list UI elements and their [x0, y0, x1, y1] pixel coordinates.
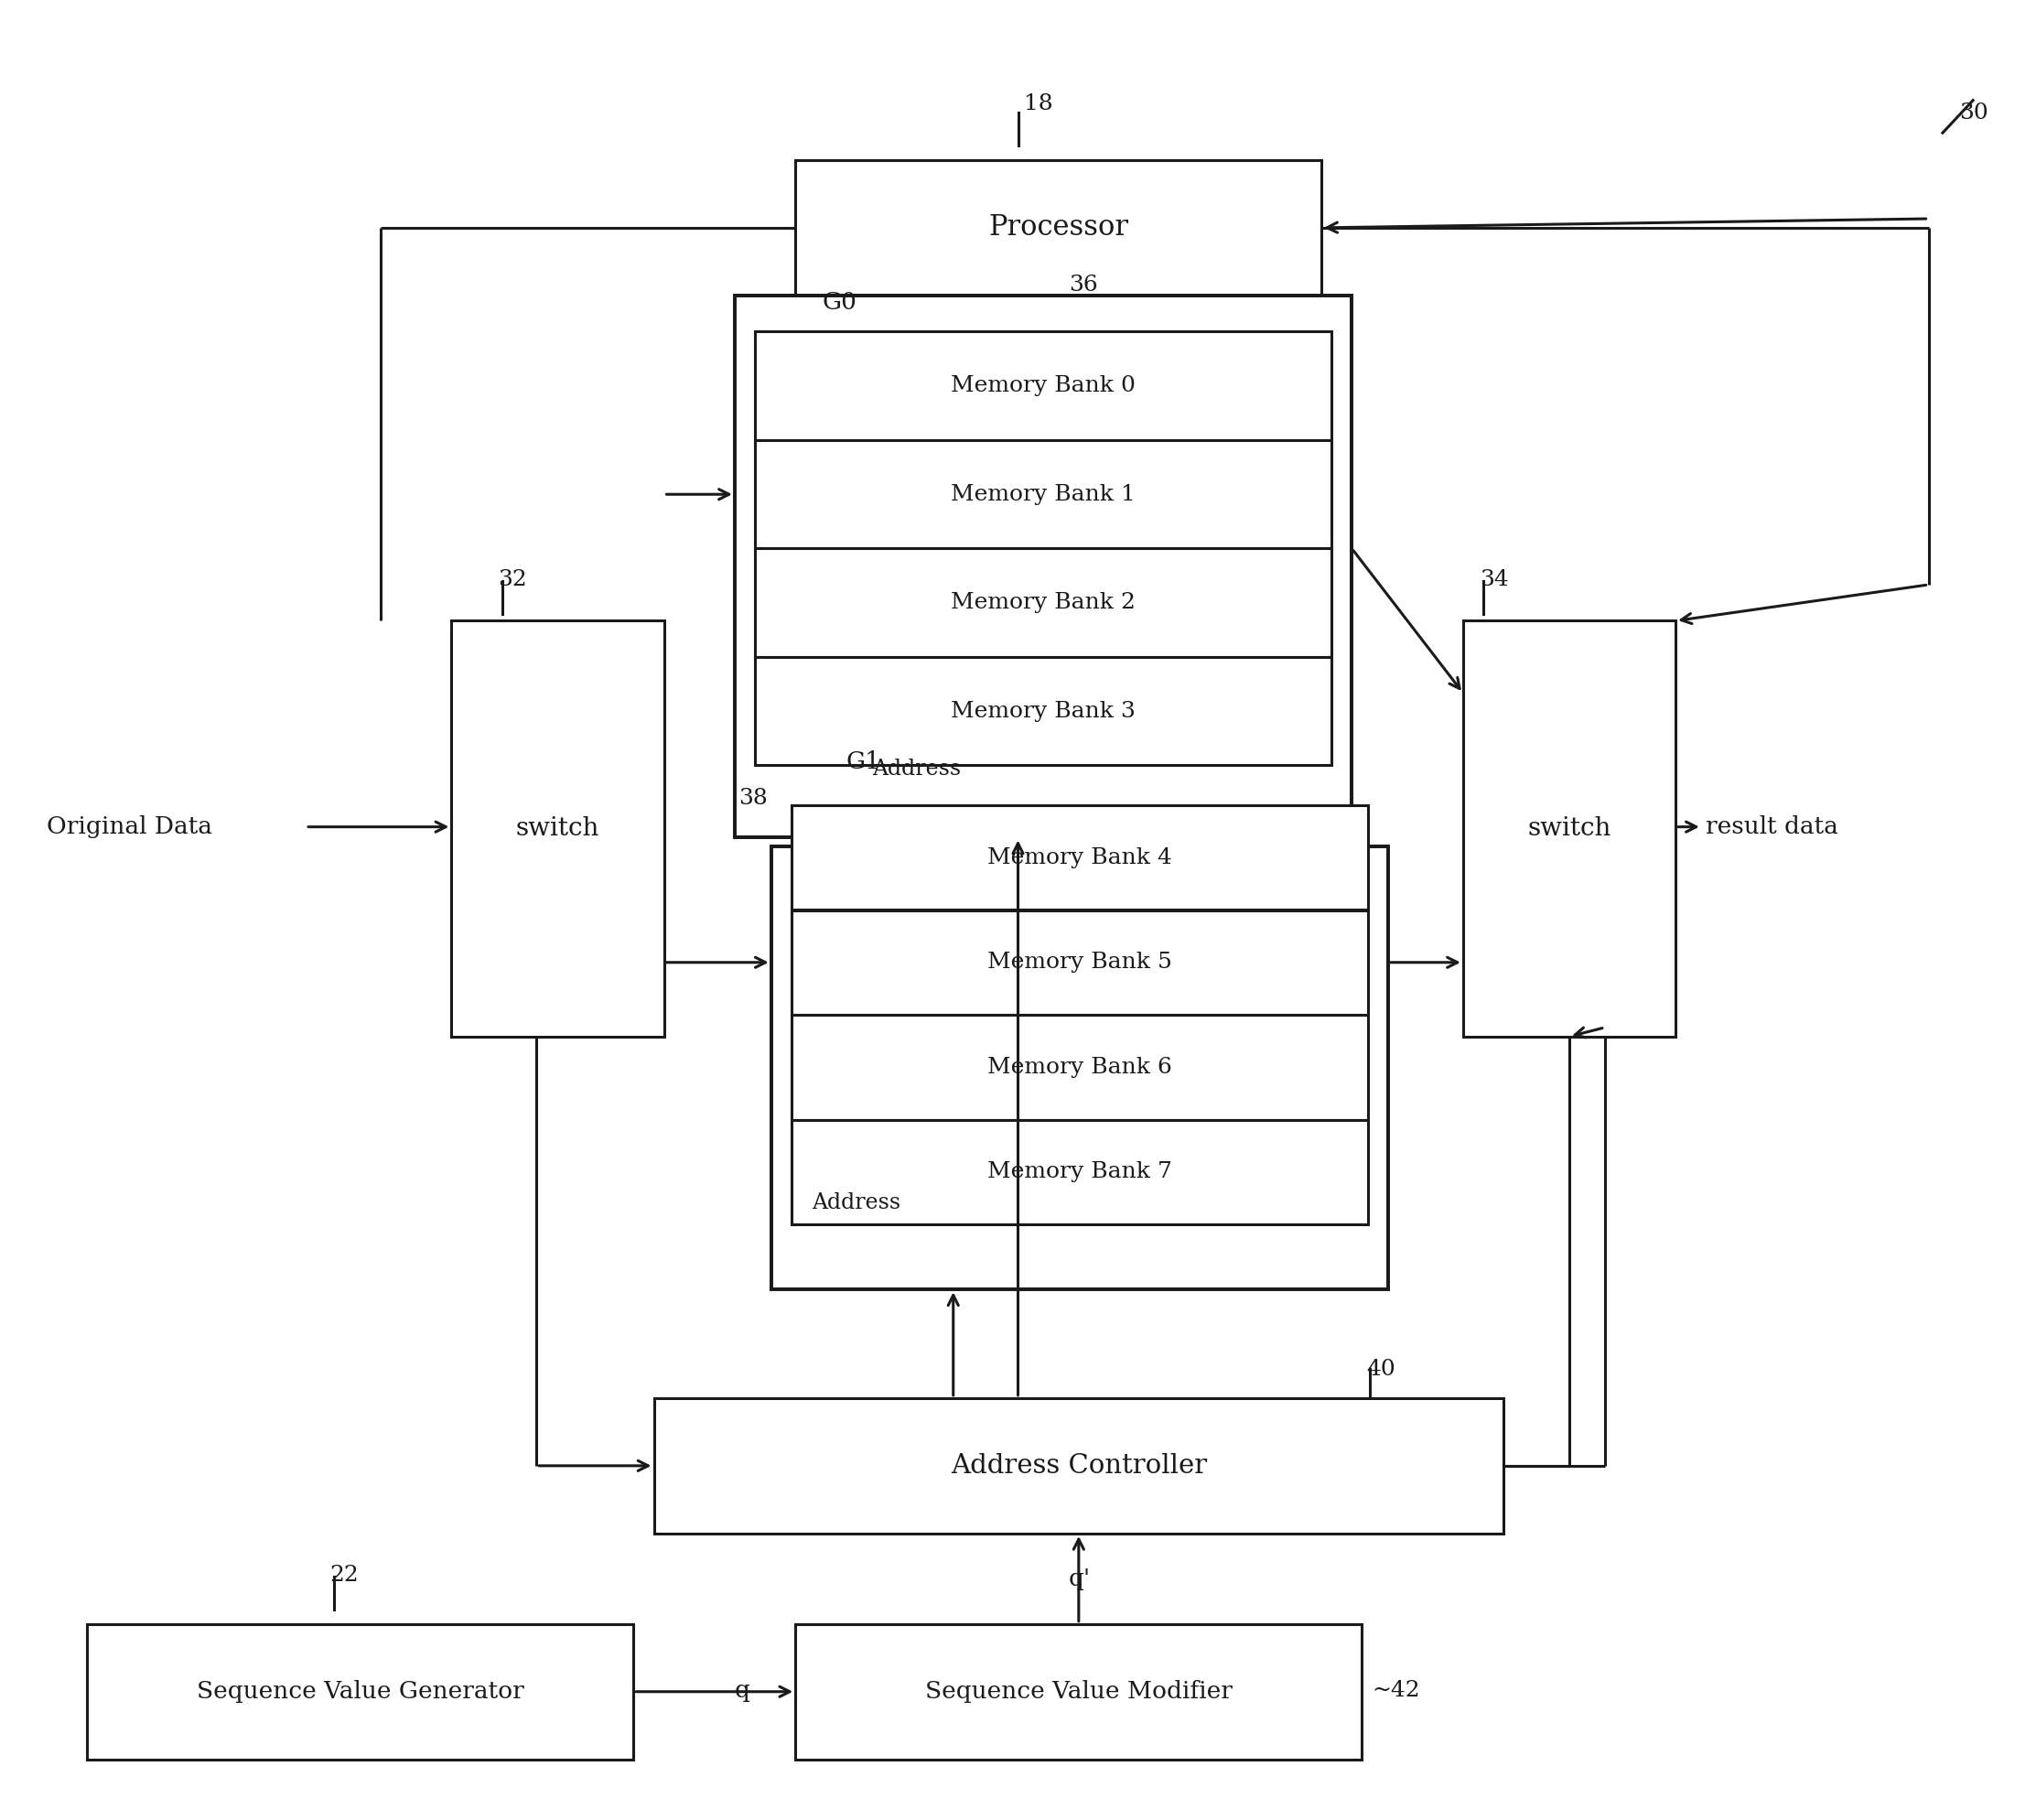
Text: Memory Bank 1: Memory Bank 1: [951, 484, 1136, 504]
Text: Address: Address: [871, 759, 961, 779]
Text: Memory Bank 6: Memory Bank 6: [987, 1057, 1173, 1077]
Text: Memory Bank 7: Memory Bank 7: [987, 1161, 1173, 1183]
Text: Address: Address: [812, 1192, 900, 1214]
Text: Memory Bank 0: Memory Bank 0: [951, 375, 1136, 397]
Bar: [796, 160, 1321, 295]
Text: Processor: Processor: [987, 213, 1128, 242]
Text: 40: 40: [1366, 1360, 1395, 1380]
Text: 22: 22: [330, 1565, 358, 1585]
Bar: [772, 846, 1389, 1290]
Text: Memory Bank 3: Memory Bank 3: [951, 701, 1136, 723]
Text: Original Data: Original Data: [47, 815, 212, 839]
Bar: [735, 295, 1352, 837]
Text: 32: 32: [499, 570, 527, 590]
Text: 30: 30: [1959, 102, 1987, 124]
Bar: [88, 1623, 633, 1760]
Text: Address Controller: Address Controller: [951, 1452, 1207, 1478]
Text: 18: 18: [1024, 95, 1053, 115]
Bar: [1464, 621, 1676, 1037]
Text: ~42: ~42: [1372, 1680, 1421, 1702]
Text: G1: G1: [847, 750, 882, 773]
Text: 36: 36: [1069, 275, 1097, 295]
Bar: [755, 440, 1332, 548]
Text: Sequence Value Generator: Sequence Value Generator: [197, 1680, 523, 1704]
Text: 38: 38: [739, 788, 768, 808]
Text: G0: G0: [823, 291, 857, 315]
Bar: [755, 331, 1332, 440]
Bar: [755, 548, 1332, 657]
Text: result data: result data: [1706, 815, 1839, 839]
Text: Memory Bank 4: Memory Bank 4: [987, 846, 1173, 868]
Bar: [452, 621, 664, 1037]
Text: switch: switch: [515, 817, 599, 841]
Text: Sequence Value Modifier: Sequence Value Modifier: [924, 1680, 1232, 1704]
Bar: [792, 1119, 1368, 1225]
Text: switch: switch: [1527, 817, 1610, 841]
Text: 34: 34: [1480, 570, 1509, 590]
Bar: [792, 1016, 1368, 1119]
Bar: [654, 1398, 1505, 1534]
Bar: [792, 910, 1368, 1016]
Text: Memory Bank 2: Memory Bank 2: [951, 592, 1136, 613]
Bar: [755, 657, 1332, 766]
Text: q': q': [1069, 1567, 1091, 1591]
Text: q: q: [735, 1680, 749, 1702]
Text: Memory Bank 5: Memory Bank 5: [987, 952, 1173, 974]
Bar: [796, 1623, 1362, 1760]
Bar: [792, 804, 1368, 910]
